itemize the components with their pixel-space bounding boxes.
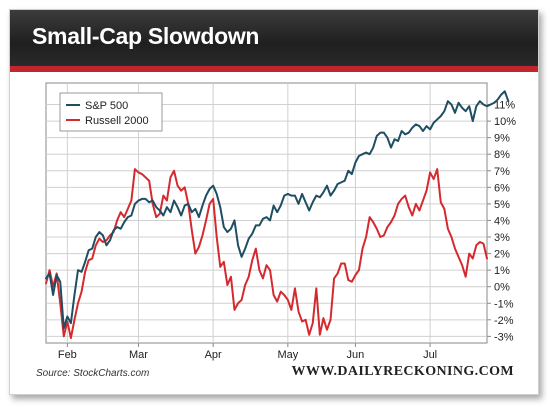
brand-url: WWW.DAILYRECKONING.COM — [291, 364, 514, 379]
axes: 11% 10% 9% 8% 7% 6% 5% 4% 3% 2% 1% 0% -1% -2% -3% Feb Ma… — [58, 100, 516, 361]
source-note: Source: StockCharts.com — [36, 368, 150, 379]
x-tick-label: Apr — [205, 349, 222, 361]
series-line-russell2000 — [45, 168, 488, 340]
y-tick-label: 10% — [494, 116, 516, 128]
y-tick-label: -1% — [494, 298, 514, 310]
series-line-sp500 — [45, 90, 510, 330]
title-bar: Small-Cap Slowdown — [10, 10, 538, 66]
y-tick-label: -3% — [494, 331, 514, 343]
y-tick-label: 11% — [494, 100, 515, 112]
chart-title: Small-Cap Slowdown — [32, 23, 260, 49]
y-tick-label: 7% — [494, 166, 510, 178]
x-tick-label: Jun — [347, 349, 365, 361]
x-tick-label: Jul — [423, 349, 437, 361]
y-tick-label: 0% — [494, 282, 510, 294]
y-tick-label: 8% — [494, 149, 510, 161]
chart-card: Small-Cap Slowdown 11% 10% 9% 8% 7% 6% 5% 4% 3% 2… — [9, 9, 539, 395]
legend-label: S&P 500 — [85, 100, 128, 112]
y-tick-label: 5% — [494, 199, 510, 211]
line-chart: 11% 10% 9% 8% 7% 6% 5% 4% 3% 2% 1% 0% -1% -2% -3% Feb Ma… — [45, 82, 516, 361]
y-tick-label: -2% — [494, 315, 514, 327]
y-tick-label: 6% — [494, 182, 510, 194]
x-tick-label: Feb — [58, 349, 77, 361]
x-tick-label: May — [277, 349, 298, 361]
title-accent-stripe — [10, 66, 538, 72]
legend: S&P 500 Russell 2000 — [59, 92, 163, 132]
x-tick-label: Mar — [129, 349, 148, 361]
legend-label: Russell 2000 — [85, 115, 149, 127]
y-tick-label: 4% — [494, 215, 510, 227]
legend-box — [59, 92, 163, 132]
series — [45, 90, 510, 340]
y-tick-label: 1% — [494, 265, 510, 277]
y-tick-label: 3% — [494, 232, 510, 244]
y-tick-label: 2% — [494, 249, 510, 261]
y-tick-label: 9% — [494, 133, 510, 145]
